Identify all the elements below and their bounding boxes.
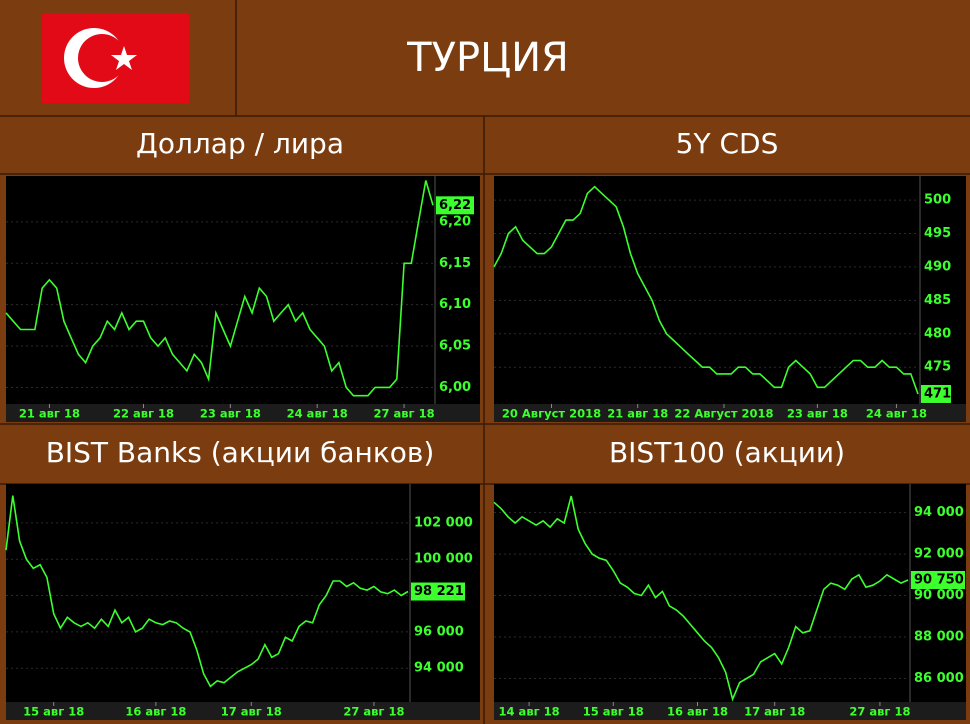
y-tick-label: 100 000 (414, 552, 473, 567)
last-value-box (911, 570, 965, 589)
x-tick-label: 24 авг 18 (866, 407, 927, 421)
y-tick-label: 480 (924, 326, 951, 341)
last-value-label: 471 (924, 386, 951, 401)
y-tick-label: 475 (924, 360, 951, 375)
x-tick-label: 15 авг 18 (583, 705, 644, 719)
x-axis-band (494, 404, 966, 422)
y-tick-label: 102 000 (414, 515, 473, 530)
x-tick-label: 16 авг 18 (667, 705, 728, 719)
y-tick-label: 94 000 (414, 661, 464, 676)
last-value-box (921, 384, 951, 403)
y-tick-label: 88 000 (914, 629, 964, 644)
price-line (493, 495, 909, 702)
last-value-label: 6,22 (439, 198, 471, 213)
x-tick-label: 20 Август 2018 (502, 407, 601, 421)
y-tick-label: 490 (924, 259, 951, 274)
x-tick-label: 17 авг 18 (744, 705, 805, 719)
page-title: ТУРЦИЯ (406, 35, 569, 81)
x-tick-label: 21 авг 18 (607, 407, 668, 421)
x-tick-label: 27 авг 18 (343, 705, 404, 719)
y-tick-label: 6,00 (439, 380, 471, 395)
y-tick-label: 495 (924, 226, 951, 241)
x-tick-label: 21 авг 18 (19, 407, 80, 421)
price-line (5, 495, 409, 688)
x-tick-label: 24 авг 18 (287, 407, 348, 421)
y-tick-label: 90 000 (914, 588, 964, 603)
flag (42, 13, 189, 103)
chart-title: Доллар / лира (136, 127, 344, 160)
chart-title: 5Y CDS (676, 127, 779, 160)
y-tick-label: 485 (924, 293, 951, 308)
chart-area (6, 176, 480, 422)
chart-area (494, 176, 966, 422)
x-tick-label: 22 Август 2018 (674, 407, 773, 421)
x-tick-label: 23 авг 18 (787, 407, 848, 421)
y-tick-label: 92 000 (914, 547, 964, 562)
x-axis-band (6, 702, 480, 720)
x-axis-band (494, 702, 966, 720)
last-value-box (411, 582, 465, 601)
y-tick-label: 500 (924, 193, 951, 208)
x-tick-label: 16 авг 18 (125, 705, 186, 719)
last-value-label: 90 750 (914, 572, 964, 587)
y-tick-label: 6,20 (439, 214, 471, 229)
x-tick-label: 17 авг 18 (221, 705, 282, 719)
chart-title: BIST Banks (акции банков) (46, 436, 435, 469)
x-tick-label: 27 авг 18 (849, 705, 910, 719)
y-tick-label: 6,05 (439, 339, 471, 354)
x-tick-label: 15 авг 18 (23, 705, 84, 719)
chart-area (494, 484, 966, 720)
chart-title: BIST100 (акции) (609, 436, 845, 469)
y-tick-label: 86 000 (914, 671, 964, 686)
last-value-label: 98 221 (414, 584, 464, 599)
y-tick-label: 94 000 (914, 505, 964, 520)
y-tick-label: 6,10 (439, 297, 471, 312)
x-tick-label: 14 авг 18 (499, 705, 560, 719)
x-tick-label: 23 авг 18 (200, 407, 261, 421)
chart-area (6, 484, 480, 720)
x-tick-label: 22 авг 18 (113, 407, 174, 421)
price-line (493, 185, 919, 395)
last-value-box (436, 196, 474, 215)
x-tick-label: 27 авг 18 (374, 407, 435, 421)
x-axis-band (6, 404, 480, 422)
price-line (5, 180, 434, 397)
y-tick-label: 96 000 (414, 624, 464, 639)
y-tick-label: 6,15 (439, 256, 471, 271)
